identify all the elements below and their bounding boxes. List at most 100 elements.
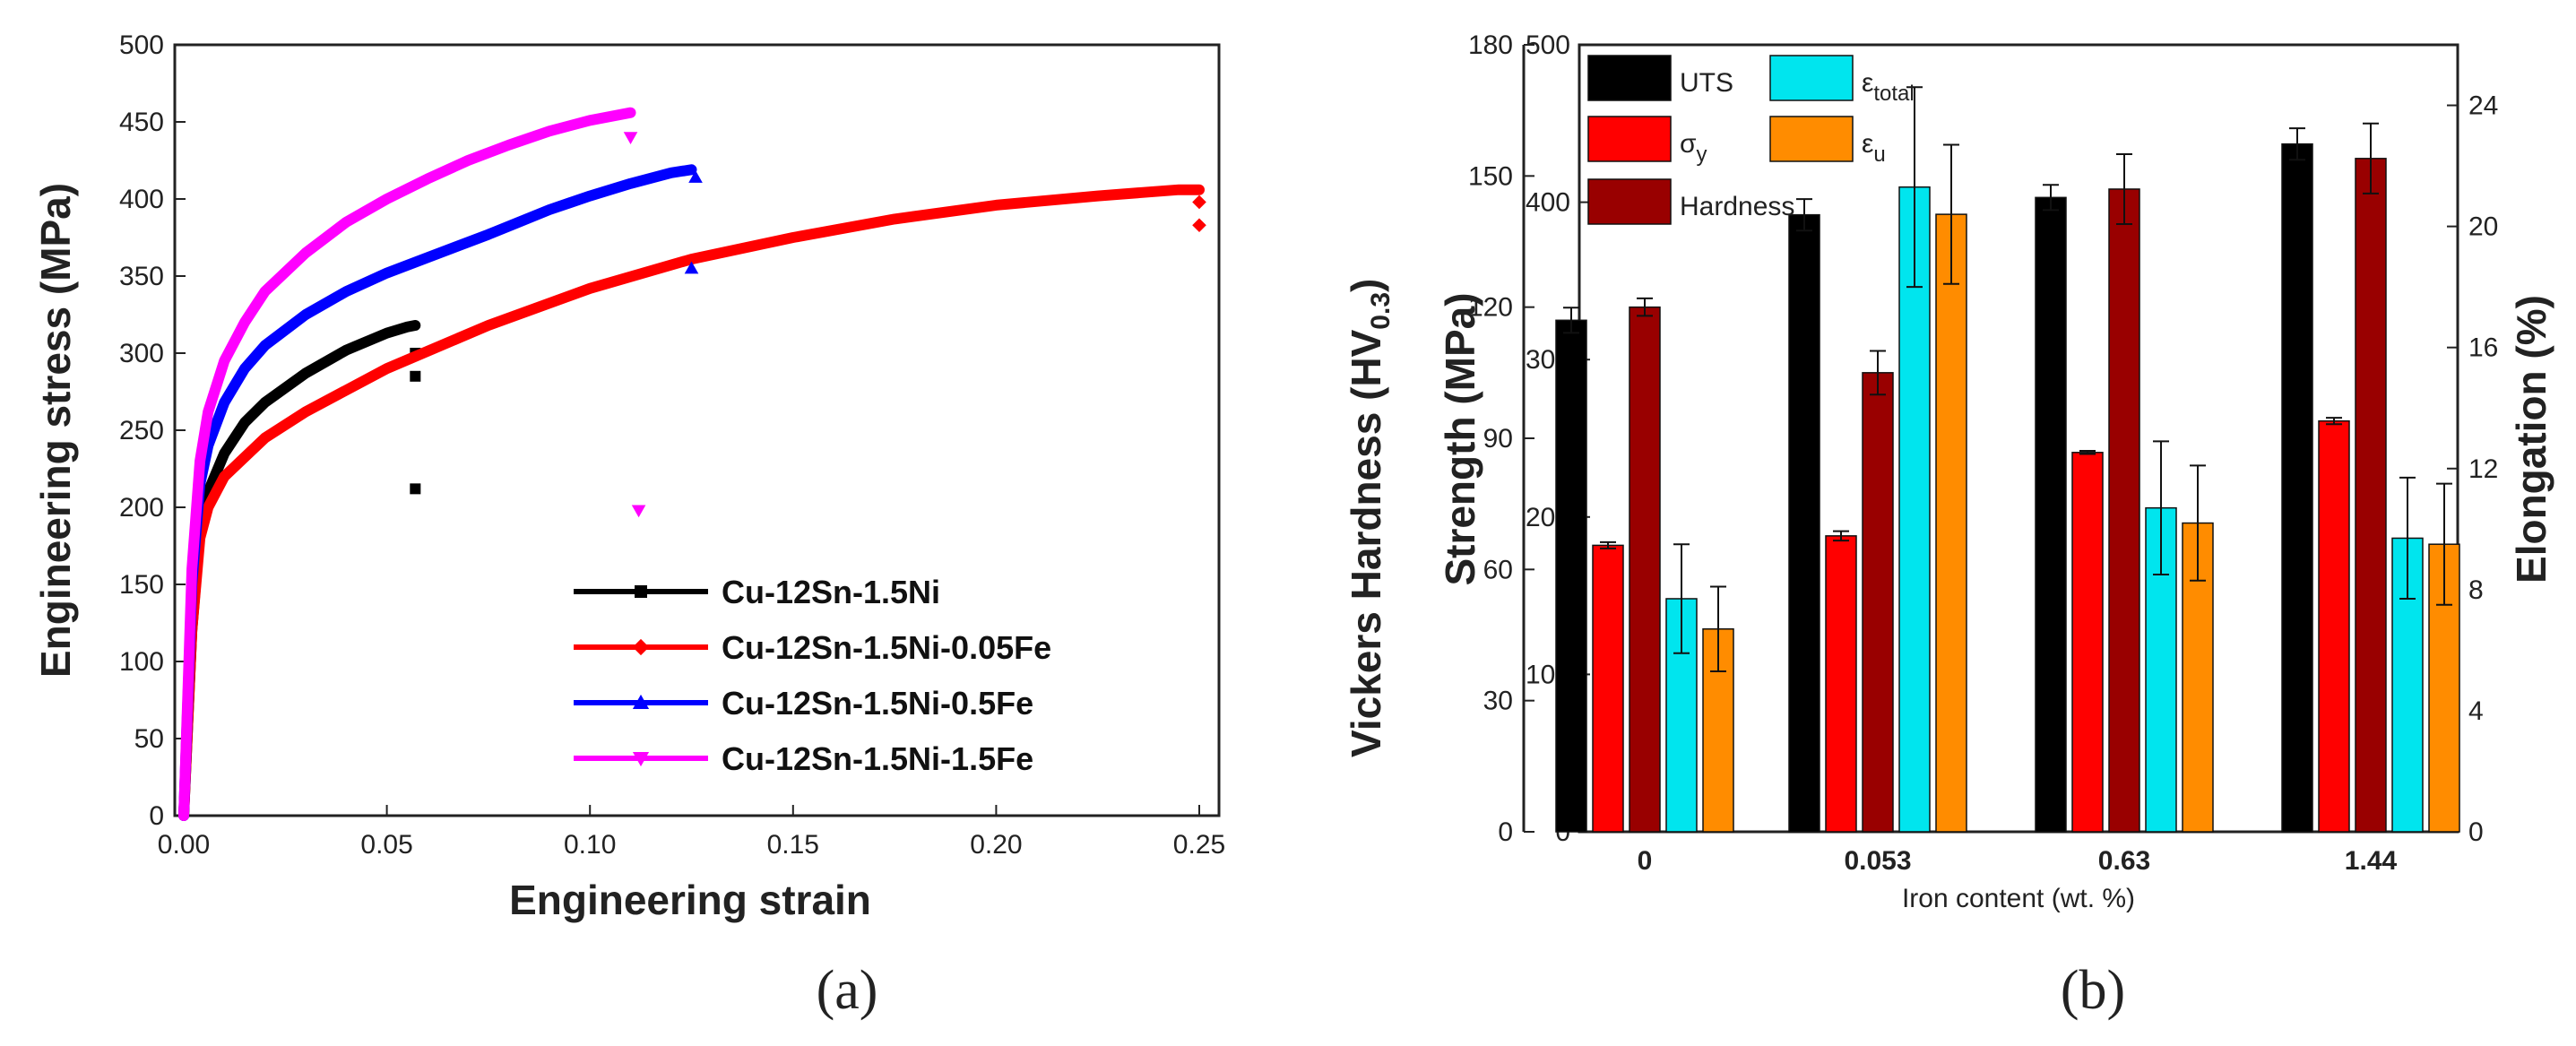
hardness-tick-label: 120: [1468, 293, 1513, 323]
elongation-tick-label: 20: [2468, 212, 2498, 242]
x-tick-label: 0.10: [564, 830, 616, 860]
hardness-tick-label: 180: [1468, 30, 1513, 60]
bar-uts: [1788, 213, 1820, 833]
legend-label-eps_u: εu: [1862, 129, 1886, 167]
y-tick-label: 200: [119, 493, 164, 523]
y-tick-label: 350: [119, 262, 164, 291]
legend-label: Cu-12Sn-1.5Ni-1.5Fe: [722, 740, 1033, 777]
hardness-axis-label: Vickers Hardness (HV0.3): [1343, 279, 1396, 757]
legend-label-eps_total: εtotal: [1862, 68, 1915, 106]
series-1: [178, 184, 1206, 821]
series-line: [178, 164, 697, 821]
y-tick-label: 0: [149, 801, 164, 831]
series-0: [178, 320, 421, 821]
fracture-point: [410, 370, 421, 382]
legend-swatch-eps_total: [1769, 55, 1854, 101]
x-tick-label: 0: [1638, 846, 1653, 876]
legend-swatch-uts: [1587, 55, 1672, 101]
elongation-tick-label: 12: [2468, 454, 2498, 484]
fracture-point: [1192, 195, 1206, 210]
panel-a-caption: (a): [817, 960, 878, 1021]
bar-hardness: [1629, 306, 1661, 833]
x-tick-label: 0.63: [2098, 846, 2150, 876]
fracture-point: [1192, 218, 1206, 233]
bar-hardness: [2355, 158, 2387, 833]
x-tick-label: 0.00: [158, 830, 210, 860]
hardness-axis-ticks: 0 30 60 90 120 150 180: [1468, 30, 1534, 847]
legend-label: Cu-12Sn-1.5Ni-0.5Fe: [722, 685, 1033, 722]
panel-b-x-axis-label: Iron content (wt. %): [1902, 884, 2135, 913]
legend-marker: [632, 752, 650, 767]
y-tick-label: 400: [119, 185, 164, 214]
series-line: [178, 320, 421, 821]
panel-b-legend: UTS εtotal σy εu Hardness: [1587, 55, 1915, 225]
elongation-axis-label: Elongation (%): [2508, 295, 2554, 584]
legend-label: Cu-12Sn-1.5Ni: [722, 574, 940, 610]
fracture-point: [631, 505, 646, 518]
legend-swatch-eps_u: [1769, 116, 1854, 162]
legend-marker: [632, 694, 650, 709]
series-2: [178, 164, 703, 821]
bar-uts: [2035, 196, 2067, 833]
legend-marker: [635, 585, 647, 598]
bar-eps_u: [1935, 213, 1967, 833]
x-tick-label: 0.25: [1173, 830, 1225, 860]
legend-label: Cu-12Sn-1.5Ni-0.05Fe: [722, 629, 1051, 666]
strength-tick-label: 400: [1526, 188, 1570, 218]
legend-label-sigma_y: σy: [1680, 129, 1707, 167]
elongation-tick-label: 24: [2468, 91, 2498, 121]
elongation-tick-label: 0: [2468, 817, 2484, 847]
elongation-axis-ticks: 0 4 8 12 16 20 24: [2447, 91, 2498, 847]
panel-a-series: [178, 107, 1206, 821]
panel-a-x-ticks: 0.00 0.05 0.10 0.15 0.20 0.25: [158, 805, 1225, 860]
bar-sigma_y: [1825, 535, 1857, 833]
x-tick-label: 1.44: [2345, 846, 2398, 876]
panel-b-bars: [1555, 86, 2460, 833]
legend-swatch-sigma_y: [1587, 116, 1672, 162]
hardness-tick-label: 90: [1483, 424, 1513, 454]
x-tick-label: 0.05: [360, 830, 412, 860]
bar-hardness: [2108, 188, 2140, 833]
panel-a-y-axis-label: Engineering stress (MPa): [32, 183, 79, 678]
y-tick-label: 500: [119, 30, 164, 60]
legend-swatch-hardness: [1587, 178, 1672, 225]
bar-uts: [2281, 143, 2313, 833]
y-tick-label: 250: [119, 416, 164, 445]
bar-sigma_y: [2071, 452, 2104, 833]
y-tick-label: 50: [134, 724, 164, 754]
series-line: [178, 107, 636, 821]
legend-label-uts: UTS: [1680, 68, 1733, 98]
hardness-tick-label: 30: [1483, 687, 1513, 716]
y-tick-label: 100: [119, 647, 164, 677]
strength-axis-label: Strength (MPa): [1437, 292, 1483, 585]
panel-a-legend: Cu-12Sn-1.5Ni Cu-12Sn-1.5Ni-0.05Fe Cu-12Sn…: [574, 574, 1051, 777]
hardness-tick-label: 150: [1468, 161, 1513, 191]
y-tick-label: 300: [119, 339, 164, 368]
panel-b-x-ticks: 0 0.053 0.63 1.44: [1638, 821, 2398, 876]
bar-uts: [1555, 319, 1587, 833]
x-tick-label: 0.20: [970, 830, 1022, 860]
fracture-point: [684, 261, 699, 274]
x-tick-label: 0.15: [767, 830, 819, 860]
fracture-point: [688, 170, 703, 183]
series-line: [178, 184, 1205, 821]
y-tick-label: 450: [119, 108, 164, 137]
series-3: [178, 107, 646, 821]
bar-eps_total: [1898, 186, 1931, 833]
y-tick-label: 150: [119, 570, 164, 600]
elongation-tick-label: 16: [2468, 333, 2498, 363]
bar-sigma_y: [1592, 544, 1624, 833]
hardness-tick-label: 0: [1498, 817, 1513, 847]
elongation-tick-label: 8: [2468, 575, 2484, 605]
bar-sigma_y: [2318, 419, 2350, 833]
panel-a-y-ticks: 0 50 100 150 200 250 300 350 400 450 500: [119, 30, 186, 831]
panel-a-x-axis-label: Engineering strain: [509, 877, 871, 923]
bar-hardness: [1862, 372, 1894, 833]
panel-b-caption: (b): [2061, 960, 2125, 1021]
legend-label-hardness: Hardness: [1680, 192, 1794, 221]
elongation-tick-label: 4: [2468, 696, 2484, 726]
legend-marker: [632, 638, 650, 656]
